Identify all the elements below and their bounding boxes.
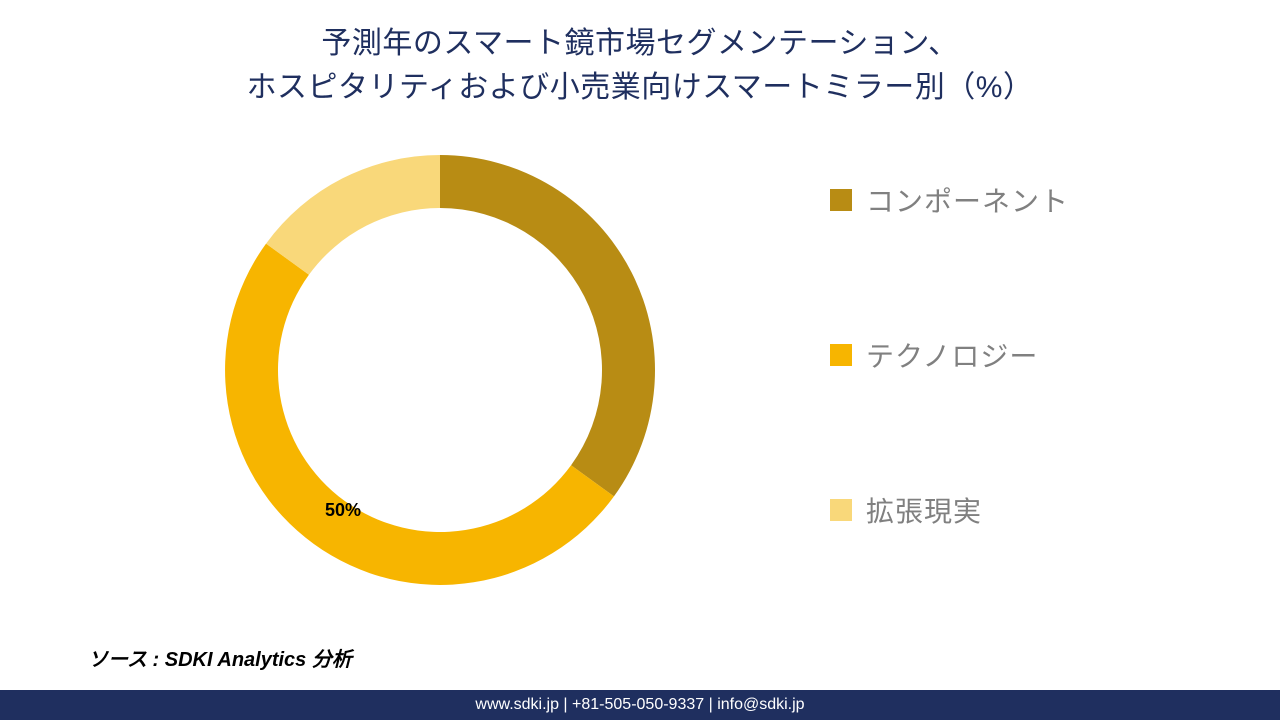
legend-swatch: [830, 344, 852, 366]
legend-label: 拡張現実: [866, 490, 982, 530]
legend-label: テクノロジー: [866, 335, 1038, 375]
legend-swatch: [830, 189, 852, 211]
legend-label: コンポーネント: [866, 180, 1069, 220]
donut-slice-2: [266, 155, 440, 275]
chart-title: 予測年のスマート鏡市場セグメンテーション、 ホスピタリティおよび小売業向けスマー…: [0, 0, 1280, 109]
legend-item-1: テクノロジー: [830, 335, 1069, 375]
footer-bar: www.sdki.jp | +81-505-050-9337 | info@sd…: [0, 690, 1280, 720]
legend-swatch: [830, 499, 852, 521]
title-line2: ホスピタリティおよび小売業向けスマートミラー別（%）: [247, 71, 1034, 104]
source-text: ソース : SDKI Analytics 分析: [88, 643, 352, 672]
legend-item-0: コンポーネント: [830, 180, 1069, 220]
donut-svg: [215, 145, 665, 595]
donut-chart: [215, 145, 665, 595]
legend-item-2: 拡張現実: [830, 490, 1069, 530]
donut-slice-1: [225, 244, 614, 585]
legend: コンポーネントテクノロジー拡張現実: [830, 180, 1069, 530]
footer-text: www.sdki.jp | +81-505-050-9337 | info@sd…: [475, 696, 804, 713]
slice-data-label: 50%: [325, 500, 361, 521]
donut-slice-0: [440, 155, 655, 496]
title-line1: 予測年のスマート鏡市場セグメンテーション、: [321, 27, 958, 60]
